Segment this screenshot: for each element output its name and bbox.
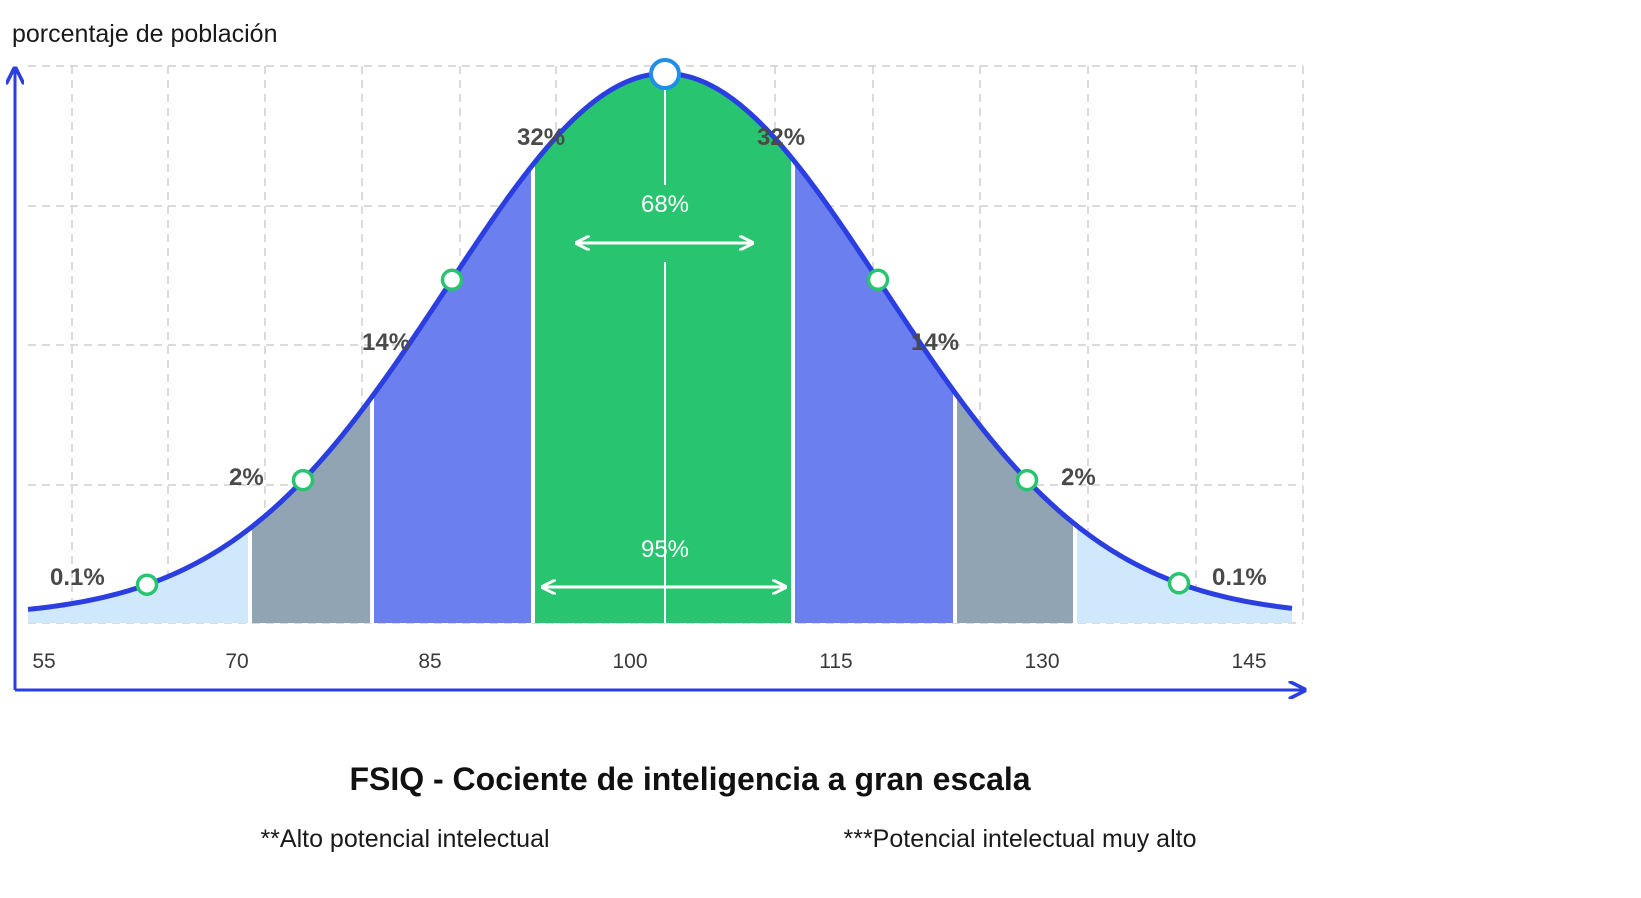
x-tick-label: 70 — [225, 650, 248, 673]
y-axis-label: porcentaje de población — [12, 20, 277, 48]
region-right-4 — [665, 73, 793, 624]
x-tick-labels: 55 70 85 100 115 130 145 — [32, 650, 1266, 673]
region-percent-labels: 0.1% 2% 14% 32% 32% 14% 2% 0.1% — [50, 124, 1267, 591]
distribution-regions — [28, 73, 1292, 624]
label-68: 68% — [641, 191, 689, 218]
curve-marker — [1167, 572, 1191, 595]
region-right-6 — [955, 392, 1075, 623]
percent-label-right: 14% — [911, 329, 959, 356]
peak-marker — [649, 58, 681, 90]
region-left-1 — [250, 396, 372, 623]
region-dividers — [248, 159, 1077, 623]
percent-label-right: 32% — [757, 124, 805, 151]
x-tick-label: 130 — [1024, 650, 1059, 673]
percent-label-right: 2% — [1061, 464, 1096, 491]
region-left-2 — [372, 164, 533, 623]
x-tick-label: 115 — [819, 650, 852, 673]
curve-markers — [135, 58, 1191, 596]
note-very-high-potential: ***Potencial intelectual muy alto — [844, 825, 1197, 853]
chart-title: FSIQ - Cociente de inteligencia a gran e… — [349, 761, 1030, 797]
curve-marker — [1015, 468, 1039, 492]
label-95: 95% — [641, 536, 689, 563]
percent-label-left: 14% — [362, 329, 410, 356]
x-tick-label: 145 — [1231, 650, 1266, 673]
x-tick-label: 55 — [32, 650, 55, 673]
percent-label-left: 2% — [229, 464, 264, 491]
curve-marker — [135, 573, 159, 596]
percent-label-right: 0.1% — [1212, 564, 1267, 591]
region-left-0 — [28, 528, 250, 623]
x-tick-label: 85 — [418, 650, 441, 673]
region-right-7 — [1075, 524, 1292, 623]
curve-marker — [866, 268, 890, 292]
region-left-3 — [533, 73, 665, 624]
curve-marker — [291, 468, 315, 492]
inner-range-arrows: 68% 95% — [544, 90, 784, 623]
percent-label-left: 0.1% — [50, 564, 105, 591]
curve-marker — [440, 268, 464, 292]
note-high-potential: **Alto potencial intelectual — [260, 825, 549, 853]
percent-label-left: 32% — [517, 124, 565, 151]
region-right-5 — [793, 159, 955, 623]
x-tick-label: 100 — [612, 650, 647, 673]
